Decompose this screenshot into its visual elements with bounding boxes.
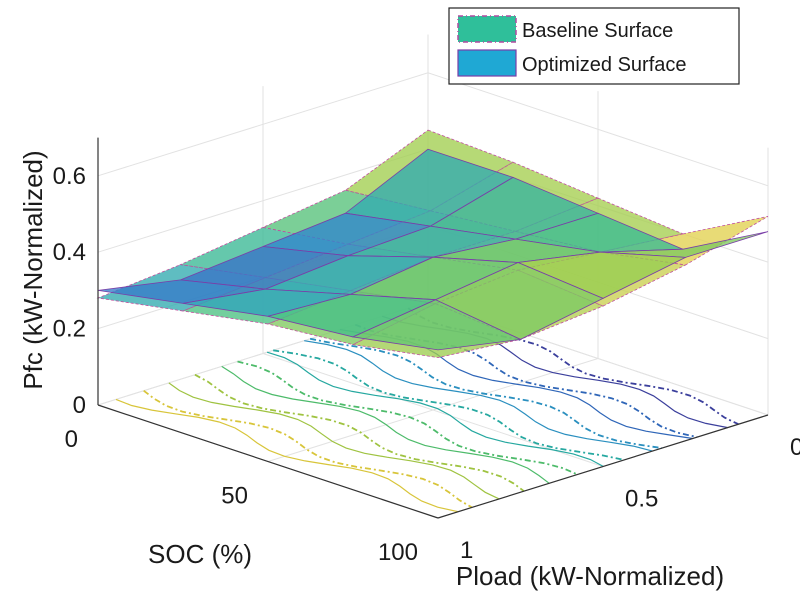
contour-baseline bbox=[237, 360, 578, 476]
contour-optimized bbox=[304, 340, 653, 452]
y-tick-label: 0 bbox=[790, 434, 800, 461]
tick-labels: 0 0.2 0.4 0.6 0 50 100 0 0.5 1 bbox=[53, 163, 800, 566]
z-tick-label: 0 bbox=[73, 392, 86, 419]
legend-label-baseline: Baseline Surface bbox=[522, 20, 673, 42]
contour-baseline bbox=[309, 337, 663, 449]
contour-optimized bbox=[266, 351, 604, 467]
contour-baseline bbox=[407, 307, 739, 426]
axis-pload bbox=[437, 414, 769, 519]
axes-box bbox=[97, 137, 769, 519]
z-tick-label: 0.2 bbox=[53, 316, 86, 343]
z-axis-label: Pfc (kW-Normalized) bbox=[18, 150, 48, 389]
contour-optimized bbox=[115, 398, 459, 513]
contour-baseline bbox=[354, 323, 698, 438]
grid-floor-pload bbox=[262, 353, 604, 467]
z-tick-label: 0.6 bbox=[53, 163, 86, 190]
x-tick-label: 50 bbox=[221, 483, 248, 510]
contour-baseline bbox=[273, 349, 625, 461]
contour-optimized bbox=[168, 382, 500, 500]
x-tick-label: 100 bbox=[378, 539, 418, 566]
legend-label-optimized: Optimized Surface bbox=[522, 54, 687, 76]
surface-patch-optimized bbox=[351, 299, 522, 351]
surfaces bbox=[96, 129, 769, 359]
y-tick-label: 0.5 bbox=[625, 486, 658, 513]
y-tick-label: 1 bbox=[460, 537, 473, 564]
legend-swatch-baseline bbox=[457, 15, 517, 43]
z-tick-label: 0.4 bbox=[53, 239, 86, 266]
legend-swatch-optimized bbox=[457, 49, 517, 77]
contour-baseline bbox=[143, 389, 473, 509]
axis-soc bbox=[97, 404, 439, 519]
x-axis-label: SOC (%) bbox=[148, 539, 252, 569]
legend: Baseline Surface Optimized Surface bbox=[448, 7, 740, 85]
x-tick-label: 0 bbox=[65, 426, 78, 453]
contour-baseline bbox=[194, 373, 525, 492]
y-axis-label: Pload (kW-Normalized) bbox=[456, 561, 724, 591]
contour-optimized bbox=[221, 365, 550, 484]
